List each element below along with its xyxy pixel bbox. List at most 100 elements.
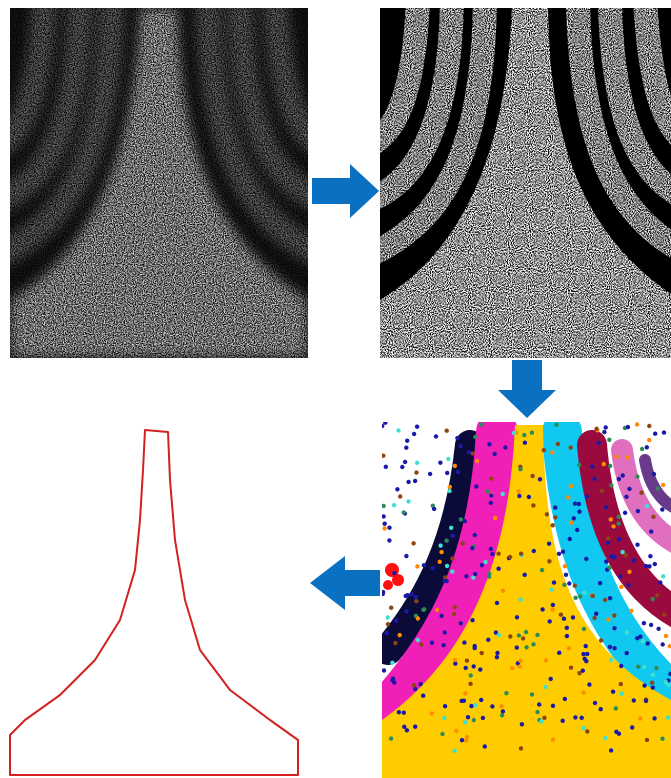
noise-dot [652, 472, 656, 476]
noise-dot [523, 441, 527, 445]
noise-dot [565, 626, 569, 630]
noise-dot [453, 464, 457, 468]
noise-dot [504, 691, 508, 695]
noise-dot [567, 581, 571, 585]
noise-dot [644, 699, 648, 703]
noise-dot [384, 465, 388, 469]
noise-dot [651, 673, 655, 677]
noise-dot [606, 541, 610, 545]
noise-dot [473, 435, 477, 439]
noise-dot [569, 484, 573, 488]
noise-dot [443, 630, 447, 634]
noise-dot [486, 638, 490, 642]
noise-dot [556, 442, 560, 446]
noise-dot [461, 541, 465, 545]
noise-dot [454, 729, 458, 733]
noise-dot [563, 697, 567, 701]
noise-dot [522, 433, 526, 437]
noise-dot [443, 704, 447, 708]
noise-dot [517, 633, 521, 637]
noise-dot [599, 638, 603, 642]
noise-dot [464, 574, 468, 578]
noise-dot [608, 464, 612, 468]
noise-dot [516, 489, 520, 493]
noise-dot [493, 516, 497, 520]
noise-dot [652, 716, 656, 720]
noise-dot [402, 725, 406, 729]
noise-dot [562, 617, 566, 621]
noise-dot [647, 564, 651, 568]
noise-dot [524, 645, 528, 649]
noise-dot [413, 687, 417, 691]
noise-dot [611, 690, 615, 694]
noise-dot [581, 690, 585, 694]
noise-dot [463, 691, 467, 695]
noise-dot [517, 494, 521, 498]
noise-dot [455, 436, 459, 440]
noise-dot [387, 538, 391, 542]
noise-dot [635, 543, 639, 547]
noise-dot [503, 445, 507, 449]
noise-dot [625, 630, 629, 634]
noise-dot [608, 565, 612, 569]
noise-dot [638, 716, 642, 720]
noise-dot [609, 483, 613, 487]
noise-dot [470, 618, 474, 622]
noise-dot [604, 505, 608, 509]
noise-dot [639, 491, 643, 495]
noise-dot [636, 509, 640, 513]
noise-dot [412, 432, 416, 436]
noise-dot [444, 539, 448, 543]
noise-dot [430, 711, 434, 715]
noise-dot [508, 634, 512, 638]
noise-dot [415, 564, 419, 568]
noise-dot [404, 554, 408, 558]
raw-image [0, 0, 320, 358]
noise-dot [382, 526, 386, 530]
noise-dot [473, 644, 477, 648]
noise-dot [402, 510, 406, 514]
noise-dot [393, 641, 397, 645]
noise-dot [592, 616, 596, 620]
noise-dot [561, 550, 565, 554]
noise-dot [582, 726, 586, 730]
noise-dot [499, 704, 503, 708]
noise-dot [635, 474, 639, 478]
noise-dot [578, 594, 582, 598]
noise-dot [530, 474, 534, 478]
noise-dot [527, 495, 531, 499]
noise-dot [654, 666, 658, 670]
binary-image [370, 0, 671, 358]
noise-dot [547, 542, 551, 546]
noise-dot [404, 446, 408, 450]
noise-dot [518, 597, 522, 601]
noise-dot [439, 614, 443, 618]
noise-dot [647, 424, 651, 428]
noise-dot [606, 536, 610, 540]
noise-dot [614, 455, 618, 459]
noise-dot [496, 552, 500, 556]
noise-dot [557, 651, 561, 655]
noise-dot [450, 569, 454, 573]
noise-dot [590, 464, 594, 468]
noise-dot [389, 736, 393, 740]
noise-dot [609, 748, 613, 752]
noise-dot [421, 608, 425, 612]
noise-dot [517, 664, 521, 668]
noise-dot [410, 592, 414, 596]
noise-dot [381, 514, 385, 518]
noise-dot [562, 583, 566, 587]
noise-dot [469, 673, 473, 677]
noise-dot [532, 549, 536, 553]
noise-dot [447, 489, 451, 493]
noise-dot [544, 685, 548, 689]
noise-dot [386, 622, 390, 626]
noise-dot [495, 655, 499, 659]
noise-dot [469, 704, 473, 708]
noise-dot [596, 441, 600, 445]
noise-dot [598, 581, 602, 585]
noise-dot [435, 608, 439, 612]
noise-dot [501, 589, 505, 593]
noise-dot [404, 594, 408, 598]
noise-dot [524, 630, 528, 634]
